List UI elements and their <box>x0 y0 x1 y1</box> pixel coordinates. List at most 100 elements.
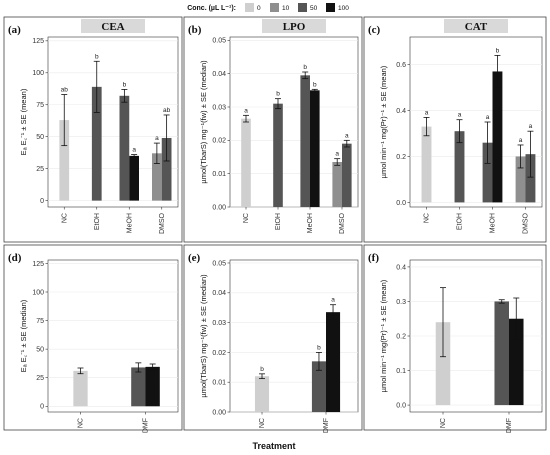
legend-label: 100 <box>338 5 349 12</box>
y-tick-label: 0.6 <box>396 62 406 69</box>
y-axis-label: µmol(TbarS) mg⁻¹(fw) ± SE (median) <box>199 274 208 398</box>
panel-label: (f) <box>368 252 379 264</box>
significance-letter: a <box>335 151 339 158</box>
y-tick-label: 0.00 <box>212 204 226 211</box>
y-tick-label: 0.3 <box>396 299 406 306</box>
panel-label: (c) <box>368 24 381 36</box>
significance-letter: a <box>425 109 429 116</box>
legend-item: 10 <box>270 3 290 12</box>
y-tick-label: 0.2 <box>396 333 406 340</box>
significance-letter: b <box>260 366 264 373</box>
x-tick-label: DMSO <box>523 212 530 234</box>
panels: CEA (a) 0 25 50 75 100 125 Eₐ E꜀⁻¹ ± SE (mean) NC… <box>3 16 547 433</box>
y-axis-label: Eₐ E꜀⁻¹ ± SE (mean) <box>19 88 28 155</box>
significance-letter: a <box>519 137 523 144</box>
panel-frame <box>183 244 363 431</box>
significance-letter: b <box>313 81 317 88</box>
panel-label: (e) <box>188 252 201 264</box>
panel-label: (b) <box>188 24 202 36</box>
significance-letter: a <box>458 112 462 119</box>
bar <box>254 376 270 412</box>
bar <box>91 86 102 201</box>
panel-frame <box>3 16 183 243</box>
panel-label: (a) <box>8 24 21 36</box>
significance-letter: a <box>155 135 159 142</box>
strip-background <box>81 19 145 33</box>
bar <box>492 71 503 203</box>
x-tick-label: MeOH <box>126 213 133 233</box>
y-tick-label: 50 <box>36 347 44 354</box>
x-tick-label: DMF <box>143 418 150 433</box>
x-tick-label: NC <box>259 418 266 428</box>
legend-item: 50 <box>298 3 318 12</box>
x-axis-title: Treatment <box>252 441 295 451</box>
bar <box>241 118 251 207</box>
significance-letter: ab <box>163 107 171 114</box>
y-tick-label: 0.01 <box>212 380 226 387</box>
legend-swatch <box>298 3 307 12</box>
y-tick-label: 0.00 <box>212 409 226 416</box>
x-tick-label: MeOH <box>307 213 314 233</box>
x-tick-label: NC <box>78 418 85 428</box>
panel: (d) 0 25 50 75 100 125 Eₐ E꜀⁻¹ ± SE (median) NC D… <box>3 244 183 433</box>
y-tick-label: 75 <box>36 318 44 325</box>
bar <box>300 75 310 207</box>
y-tick-label: 0.2 <box>396 154 406 161</box>
y-tick-label: 0.02 <box>212 350 226 357</box>
legend-item: 100 <box>326 3 349 12</box>
y-tick-label: 0.4 <box>396 264 406 271</box>
significance-letter: a <box>244 107 248 114</box>
y-tick-label: 0.0 <box>396 402 406 409</box>
legend-swatch <box>270 3 279 12</box>
x-tick-label: DMF <box>506 418 513 433</box>
bar <box>310 90 320 207</box>
y-tick-label: 0.01 <box>212 171 226 178</box>
x-tick-label: NC <box>243 213 250 223</box>
y-axis-label: µmol min⁻¹ mg(Pr)⁻¹ ± SE (mean) <box>379 279 388 392</box>
bar <box>435 322 451 406</box>
bar <box>326 312 341 412</box>
panel: CAT (c) 0.0 0.2 0.4 0.6 µmol min⁻¹ mg(Pr)⁻¹ ± … <box>363 16 547 243</box>
y-tick-label: 0.05 <box>212 260 226 267</box>
y-tick-label: 25 <box>36 375 44 382</box>
y-tick-label: 0.04 <box>212 71 226 78</box>
significance-letter: a <box>486 114 490 121</box>
legend-item: 0 <box>245 3 261 12</box>
bar <box>494 301 509 406</box>
y-tick-label: 75 <box>36 102 44 109</box>
bar <box>129 155 139 201</box>
bar <box>131 367 146 407</box>
strip-label: CEA <box>101 21 124 33</box>
legend-title: Conc. (µL L⁻¹): <box>187 5 236 12</box>
x-tick-label: EtOH <box>275 213 282 230</box>
bar <box>482 142 493 203</box>
y-tick-label: 0.4 <box>396 108 406 115</box>
y-tick-label: 0.02 <box>212 138 226 145</box>
x-tick-label: NC <box>61 213 68 223</box>
significance-letter: a <box>331 297 335 304</box>
y-tick-label: 0 <box>40 198 44 205</box>
y-axis-label: Eₐ E꜀⁻¹ ± SE (median) <box>19 299 28 372</box>
legend-swatch <box>326 3 335 12</box>
x-tick-label: EtOH <box>457 213 464 230</box>
y-axis-label: µmol(TbarS) mg⁻¹(fw) ± SE (median) <box>199 60 208 184</box>
bar <box>454 131 465 203</box>
bar <box>152 153 162 201</box>
bar <box>73 370 88 407</box>
x-tick-label: EtOH <box>94 213 101 230</box>
significance-letter: b <box>95 53 99 60</box>
bar <box>311 361 326 412</box>
y-tick-label: 0.05 <box>212 38 226 45</box>
y-tick-label: 0.03 <box>212 320 226 327</box>
legend: Conc. (µL L⁻¹): 0 10 50 100 <box>187 3 349 12</box>
legend-label: 50 <box>310 5 318 12</box>
panel-frame <box>183 16 363 243</box>
y-tick-label: 25 <box>36 166 44 173</box>
bar <box>509 318 524 406</box>
strip-label: CAT <box>465 21 488 33</box>
bar <box>273 103 283 207</box>
y-tick-label: 100 <box>32 289 44 296</box>
y-axis-label: µmol min⁻¹ mg(Pr)⁻¹ ± SE (mean) <box>379 65 388 178</box>
significance-letter: b <box>496 47 500 54</box>
bar <box>145 366 160 407</box>
